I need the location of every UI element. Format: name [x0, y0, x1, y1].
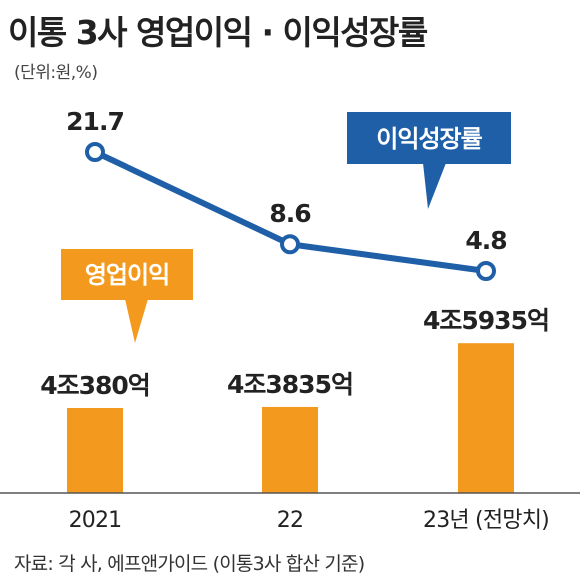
bar-2: [262, 406, 318, 493]
source-note: 자료: 각 사, 에프앤가이드 (이통3사 합산 기준): [14, 553, 365, 575]
growth-rate-point-1: [85, 142, 105, 162]
growth-rate-point-3: [476, 261, 496, 281]
growth-rate-label-2: 8.6: [269, 199, 311, 228]
bar-value-label-1: 4조380억: [40, 371, 150, 400]
growth-rate-point-2: [280, 234, 300, 255]
line-series-label: 이익성장률: [376, 125, 482, 153]
bar-series-callout: 영업이익: [61, 249, 193, 343]
bar-1: [67, 408, 123, 493]
bar-value-label-2: 4조3835억: [227, 370, 353, 399]
bar-3: [458, 343, 514, 493]
bar-series-label: 영업이익: [85, 261, 169, 289]
growth-rate-label-3: 4.8: [465, 226, 506, 255]
growth-rate-label-1: 21.7: [66, 107, 124, 136]
unit-note: (단위:원,%): [14, 63, 98, 83]
x-tick-label-2: 22: [277, 508, 303, 533]
chart-title: 이통 3사 영업이익 · 이익성장률: [8, 13, 428, 52]
x-tick-label-3: 23년 (전망치): [423, 508, 549, 533]
bar-value-label-3: 4조5935억: [423, 306, 549, 335]
line-series-callout: 이익성장률: [347, 112, 511, 209]
x-tick-label-1: 2021: [69, 508, 122, 533]
